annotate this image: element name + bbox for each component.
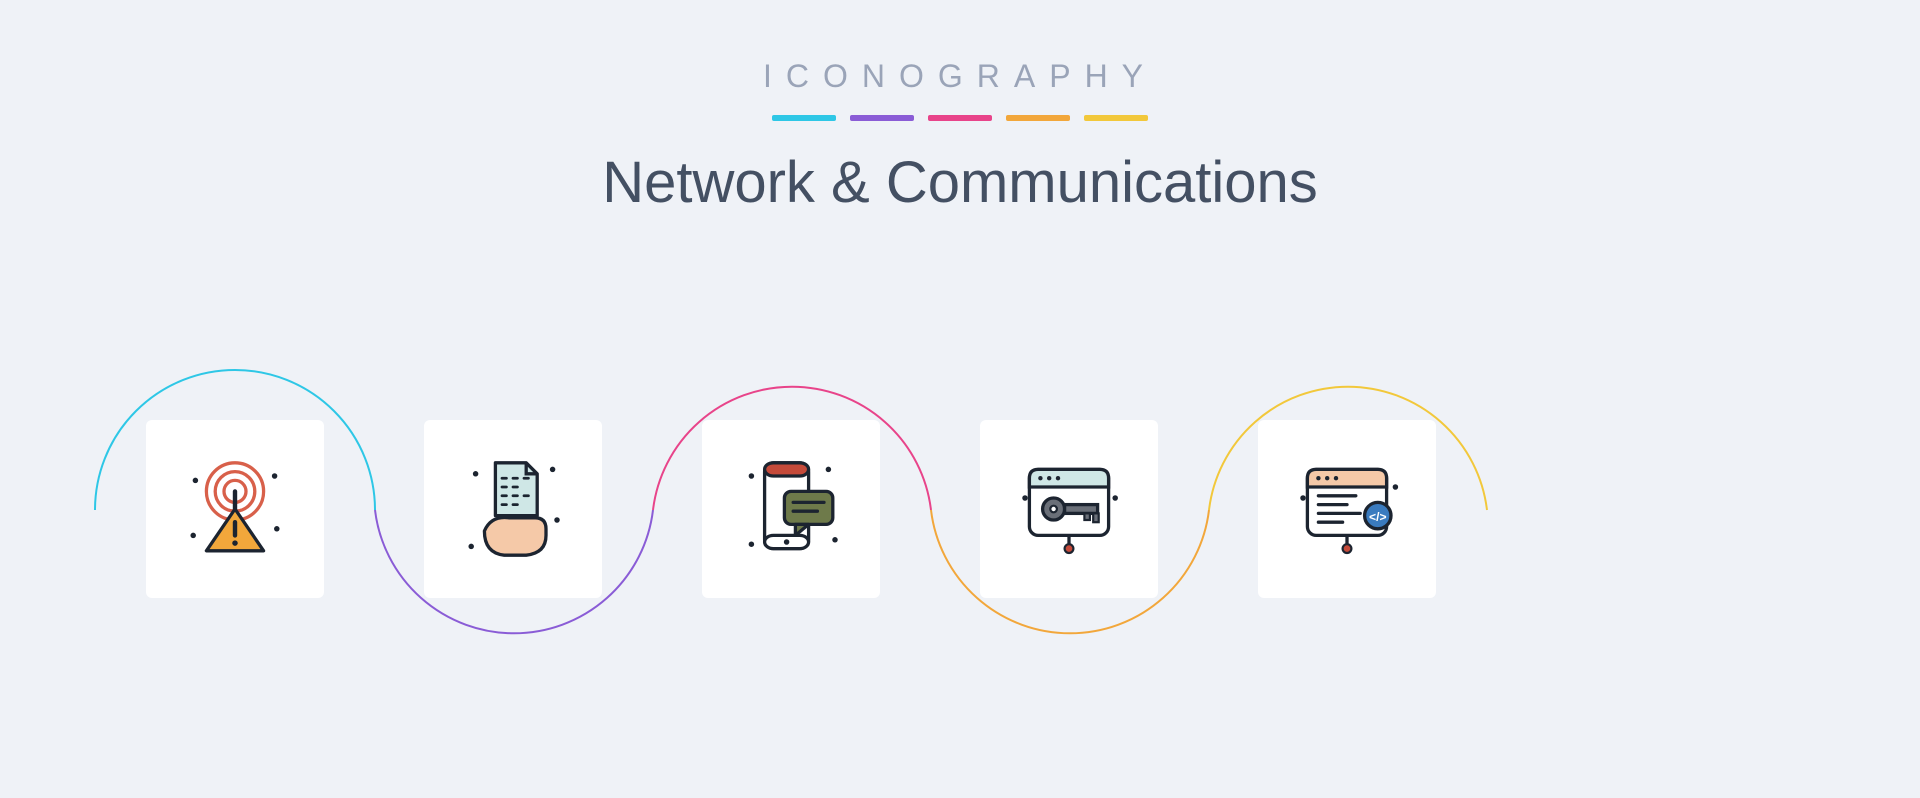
header: ICONOGRAPHY Network & Communications — [0, 0, 1920, 216]
accent-bar-4 — [1006, 115, 1070, 121]
data-hand-icon — [458, 454, 568, 564]
antenna-warning-icon — [180, 454, 290, 564]
eyebrow-text: ICONOGRAPHY — [0, 58, 1920, 95]
accent-bar-5 — [1084, 115, 1148, 121]
icon-card-browser-key — [980, 420, 1158, 598]
icon-card-mobile-chat — [702, 420, 880, 598]
icon-card-data-hand — [424, 420, 602, 598]
icon-card-antenna-warning — [146, 420, 324, 598]
page-title: Network & Communications — [0, 149, 1920, 216]
icon-row: </> — [0, 420, 1920, 640]
accent-bar-2 — [850, 115, 914, 121]
accent-bar-3 — [928, 115, 992, 121]
icon-card-browser-code: </> — [1258, 420, 1436, 598]
browser-code-icon: </> — [1292, 454, 1402, 564]
accent-bar-1 — [772, 115, 836, 121]
browser-key-icon — [1014, 454, 1124, 564]
accent-bars — [0, 115, 1920, 121]
mobile-chat-icon — [736, 454, 846, 564]
svg-text:</>: </> — [1369, 510, 1387, 524]
